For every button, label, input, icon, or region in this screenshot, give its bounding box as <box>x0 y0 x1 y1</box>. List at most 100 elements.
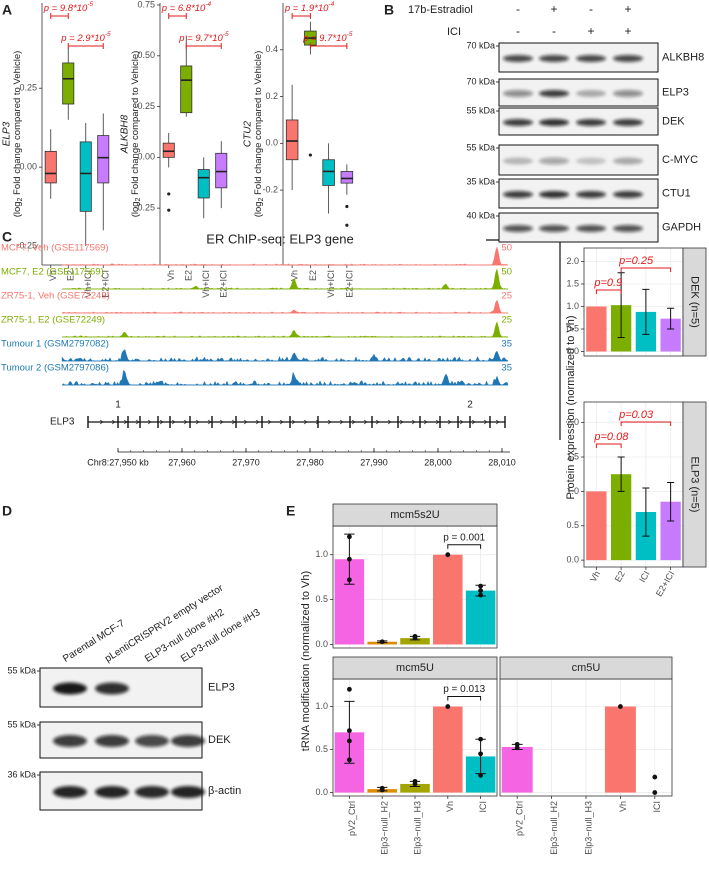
strand-arrow <box>399 419 404 425</box>
y-axis-label-part: (log <box>130 201 141 217</box>
track-scale: 35 <box>501 363 512 374</box>
blot-band <box>539 191 569 198</box>
panel-label: D <box>2 503 12 519</box>
data-point <box>445 704 451 709</box>
strand-arrow <box>495 419 500 425</box>
blot-band <box>171 786 205 798</box>
treatment-sign: + <box>624 2 631 16</box>
y-tick-label: -0.25 <box>134 203 155 213</box>
x-tick-label: Elp3−null_H3 <box>583 801 593 855</box>
x-tick-label: E2+ICI <box>344 270 354 298</box>
blot-band <box>53 735 87 747</box>
p-value-text: p = 1.9*10 <box>284 3 329 14</box>
box <box>215 152 228 189</box>
p-value: p = 2.9*10-5 <box>60 31 111 43</box>
marker-label: 40 kDa <box>466 210 495 220</box>
panel-label: B <box>384 2 394 18</box>
track-label: MCF7, Veh (GSE117569) <box>1 243 109 254</box>
data-point <box>445 552 451 558</box>
facet-strip <box>682 401 707 568</box>
x-tick-label: pV2_Ctrl <box>347 801 357 836</box>
x-tick-label: ICI <box>652 801 662 813</box>
p-value: p = 0.001 <box>443 532 485 543</box>
exon-label: 1 <box>115 400 121 411</box>
data-point <box>347 577 352 583</box>
blot-band <box>503 225 533 232</box>
strand-arrow <box>435 419 440 425</box>
blot-band <box>171 735 205 747</box>
strand-arrow <box>219 419 224 425</box>
blot-band <box>613 157 643 165</box>
protein-label: ELP3 <box>662 86 689 98</box>
significance-bracket <box>620 267 672 272</box>
strand-arrow <box>483 419 488 425</box>
x-tick-label: Vh <box>588 569 602 584</box>
x-tick-label: E2 <box>66 270 76 281</box>
treatment-label: 17b-Estradiol <box>408 4 473 16</box>
y-tick-label: 1.0 <box>315 701 328 711</box>
genome-tick-label: 27,970 <box>232 457 260 467</box>
outlier <box>345 204 349 209</box>
bar <box>400 783 430 793</box>
significance-bracket <box>620 421 672 426</box>
p-value: p = 9.7*10-5 <box>302 31 353 43</box>
p-value-exponent: -5 <box>223 31 229 38</box>
strand-arrow <box>171 419 176 425</box>
data-point <box>347 728 352 734</box>
marker-label: 70 kDa <box>466 76 495 86</box>
y-axis-gene: ELP3 <box>2 121 13 146</box>
data-point <box>347 686 352 692</box>
chipseq-title: ER ChIP-seq: ELP3 gene <box>206 231 353 246</box>
genome-tick-label: 28,000 <box>424 457 452 467</box>
bar <box>433 554 463 645</box>
x-tick-label: Vh <box>48 270 58 281</box>
strand-arrow <box>231 419 236 425</box>
blot-band <box>503 119 533 126</box>
marker-label: 70 kDa <box>466 40 495 50</box>
p-value: p = 9.8*10-5 <box>43 1 94 13</box>
track-scale: 25 <box>501 315 512 326</box>
data-point <box>478 772 483 778</box>
y-axis-label-part: 2 <box>135 197 142 201</box>
x-tick-label: Vh <box>166 270 176 281</box>
significance-bracket <box>447 544 482 549</box>
genome-tick-label: 27,960 <box>168 457 196 467</box>
facet-title: cm5U <box>572 662 601 674</box>
y-tick-label: 0.50 <box>137 50 155 60</box>
y-tick-label: 1.5 <box>566 278 579 288</box>
p-value: p=0.25 <box>618 255 654 267</box>
blot-band <box>539 55 569 62</box>
blot-band <box>539 119 569 126</box>
y-axis-label: (log2 Fold change compared to Vehicle) <box>12 51 25 218</box>
blot-band <box>503 191 533 198</box>
p-value-text: p = 9.7*10 <box>302 33 347 44</box>
track-scale: 25 <box>501 291 512 302</box>
track-scale: 35 <box>501 339 512 350</box>
blot-band <box>576 157 606 165</box>
strand-arrow <box>207 419 212 425</box>
marker-label: 55 kDa <box>466 105 495 115</box>
x-tick-label: E2+ICI <box>101 270 111 298</box>
treatment-sign: + <box>587 24 594 38</box>
y-axis-label-part: (log <box>253 201 264 217</box>
panel-label: C <box>2 229 12 245</box>
box <box>197 169 210 199</box>
y-tick-label: 2.0 <box>566 256 579 266</box>
data-point <box>347 757 352 763</box>
strand-arrow <box>339 419 344 425</box>
bar <box>433 706 463 793</box>
y-axis-label-part: Fold change compared to Vehicle) <box>12 51 23 198</box>
data-point <box>347 556 352 562</box>
protein-label: ELP3 <box>208 681 235 693</box>
strand-arrow <box>387 419 392 425</box>
treatment-sign: - <box>552 24 556 38</box>
box <box>340 171 354 184</box>
blot-band <box>503 90 533 97</box>
genome-tick-label: Chr8:27,950 kb <box>87 457 149 467</box>
data-point <box>652 774 658 780</box>
y-tick-label: -0.2 <box>262 185 278 195</box>
strand-arrow <box>327 419 332 425</box>
y-axis-label-part: Fold change compared to Vehicle) <box>253 51 264 198</box>
bar <box>501 746 533 793</box>
